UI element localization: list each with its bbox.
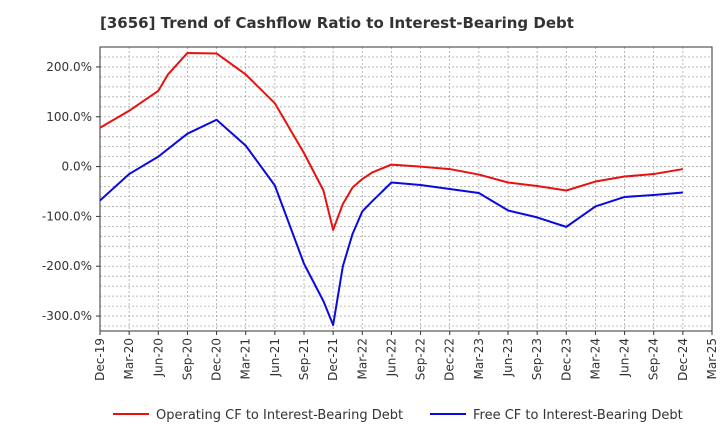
plot-frame bbox=[99, 46, 713, 332]
x-tick-label: Mar-25 bbox=[705, 338, 719, 379]
x-tick-label: Mar-23 bbox=[472, 338, 486, 379]
legend: Operating CF to Interest-Bearing Debt Fre… bbox=[113, 408, 683, 423]
x-tick-label: Mar-22 bbox=[355, 338, 369, 379]
x-tick-label: Dec-23 bbox=[559, 338, 573, 381]
x-tick-label: Jun-20 bbox=[151, 338, 165, 377]
free-cf-line bbox=[99, 118, 683, 327]
y-tick-label: -100.0% bbox=[42, 209, 92, 223]
chart-title: [3656] Trend of Cashflow Ratio to Intere… bbox=[100, 14, 574, 32]
y-tick-label: 200.0% bbox=[46, 60, 92, 74]
x-tick-label: Dec-21 bbox=[326, 338, 340, 381]
x-tick-label: Sep-22 bbox=[414, 338, 428, 380]
operating-cf-line bbox=[99, 51, 684, 231]
x-tick-label: Sep-20 bbox=[180, 338, 194, 380]
legend-label: Free CF to Interest-Bearing Debt bbox=[473, 408, 683, 423]
legend-label: Operating CF to Interest-Bearing Debt bbox=[156, 408, 403, 423]
x-tick-label: Dec-20 bbox=[210, 338, 224, 381]
x-tick-label: Mar-24 bbox=[588, 338, 602, 379]
y-tick-label: -200.0% bbox=[42, 259, 92, 273]
plot-border bbox=[99, 46, 713, 332]
x-tick-label: Dec-24 bbox=[676, 338, 690, 381]
x-tick-label: Jun-22 bbox=[384, 338, 398, 377]
x-tick-label: Jun-24 bbox=[618, 338, 632, 377]
x-tick-label: Sep-24 bbox=[647, 338, 661, 380]
y-tick-label: -300.0% bbox=[42, 309, 92, 323]
x-tick-label: Mar-20 bbox=[122, 338, 136, 379]
series-lines bbox=[99, 51, 684, 327]
x-tick-label: Sep-21 bbox=[297, 338, 311, 380]
x-axis: Dec-19 Mar-20 Jun-20 Sep-20 Dec-20 Mar-21 Jun-… bbox=[93, 331, 719, 381]
x-tick-label: Sep-23 bbox=[530, 338, 544, 380]
x-tick-label: Jun-23 bbox=[501, 338, 515, 377]
x-tick-label: Mar-21 bbox=[239, 338, 253, 379]
y-tick-label: 100.0% bbox=[46, 110, 92, 124]
x-tick-label: Jun-21 bbox=[268, 338, 282, 377]
y-axis: 200.0% 100.0% 0.0% -100.0% -200.0% -300.0% bbox=[42, 60, 100, 323]
y-tick-label: 0.0% bbox=[62, 160, 93, 174]
grid bbox=[99, 46, 713, 331]
x-tick-label: Dec-22 bbox=[443, 338, 457, 381]
x-tick-label: Dec-19 bbox=[93, 338, 107, 381]
